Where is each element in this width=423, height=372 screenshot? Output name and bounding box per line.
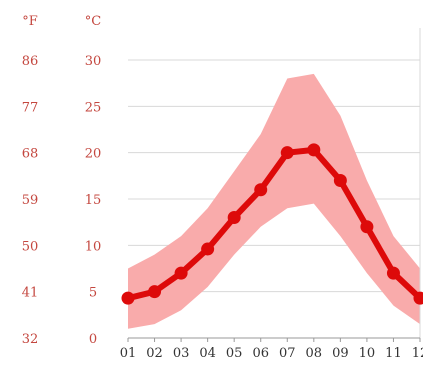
temperature-range-band xyxy=(128,74,420,329)
y-tick-celsius: 25 xyxy=(85,100,102,115)
x-tick-label: 02 xyxy=(146,346,163,361)
data-point xyxy=(387,267,400,280)
x-tick-label: 10 xyxy=(359,346,376,361)
x-tick-label: 07 xyxy=(279,346,296,361)
x-tick-label: 12 xyxy=(412,346,423,361)
x-tick-label: 01 xyxy=(120,346,137,361)
y-tick-celsius: 0 xyxy=(89,332,97,347)
x-tick-label: 05 xyxy=(226,346,243,361)
y-tick-celsius: 10 xyxy=(85,239,102,254)
y-tick-fahrenheit: 68 xyxy=(22,147,39,162)
y-tick-fahrenheit: 32 xyxy=(22,332,39,347)
data-point xyxy=(334,174,347,187)
data-point xyxy=(122,292,135,305)
x-tick-label: 06 xyxy=(252,346,269,361)
data-point xyxy=(281,146,294,159)
data-point xyxy=(148,285,161,298)
data-point xyxy=(175,267,188,280)
y-tick-celsius: 20 xyxy=(85,147,102,162)
y-tick-celsius: 15 xyxy=(85,193,102,208)
x-tick-label: 08 xyxy=(306,346,323,361)
y-tick-fahrenheit: 77 xyxy=(22,100,39,115)
x-tick-label: 11 xyxy=(385,346,402,361)
y-tick-fahrenheit: 50 xyxy=(22,239,39,254)
y-tick-celsius: 5 xyxy=(89,286,97,301)
celsius-unit-label: °C xyxy=(85,14,102,29)
x-tick-label: 09 xyxy=(332,346,349,361)
x-tick-label: 04 xyxy=(199,346,216,361)
y-tick-fahrenheit: 41 xyxy=(22,286,39,301)
y-tick-fahrenheit: 59 xyxy=(22,193,39,208)
y-tick-fahrenheit: 86 xyxy=(22,54,39,69)
data-point xyxy=(254,183,267,196)
range-band-area xyxy=(128,74,420,329)
y-tick-celsius: 30 xyxy=(85,54,102,69)
fahrenheit-unit-label: °F xyxy=(22,14,38,29)
data-point xyxy=(360,220,373,233)
data-point xyxy=(307,143,320,156)
data-point xyxy=(228,211,241,224)
data-point xyxy=(201,243,214,256)
x-tick-label: 03 xyxy=(173,346,190,361)
